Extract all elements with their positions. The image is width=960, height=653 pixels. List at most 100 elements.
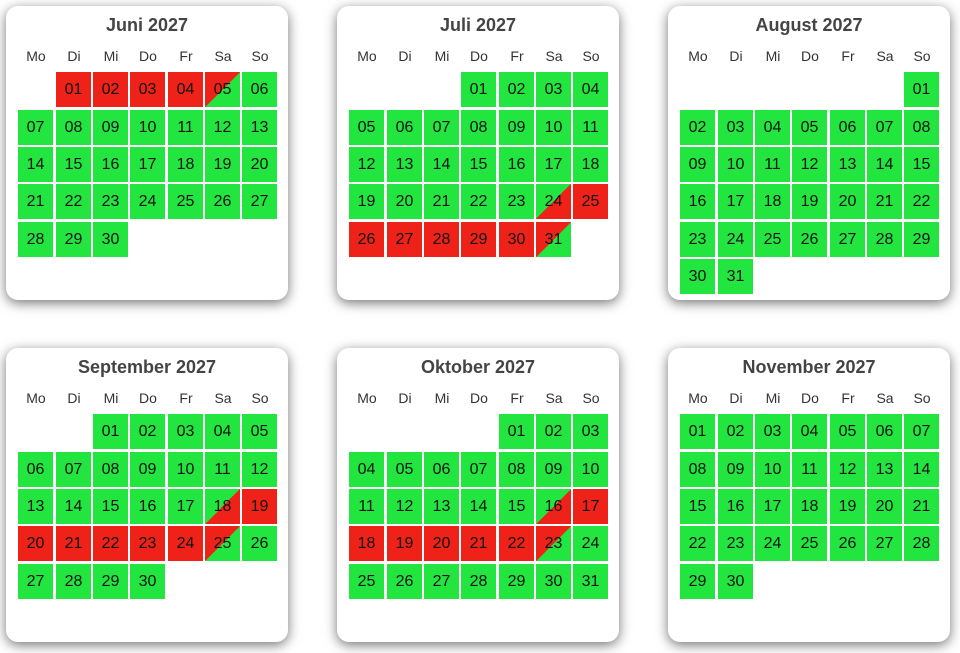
day-cell[interactable]: 06 <box>387 110 422 145</box>
day-cell[interactable]: 18 <box>205 489 240 524</box>
day-cell[interactable]: 02 <box>93 72 128 107</box>
day-cell[interactable]: 30 <box>499 222 534 257</box>
day-cell[interactable]: 15 <box>93 489 128 524</box>
day-cell[interactable]: 05 <box>205 72 240 107</box>
day-cell[interactable]: 17 <box>536 147 571 182</box>
day-cell[interactable]: 20 <box>242 147 277 182</box>
day-cell[interactable]: 21 <box>904 489 939 524</box>
day-cell[interactable]: 12 <box>205 110 240 145</box>
day-cell[interactable]: 05 <box>387 452 422 487</box>
day-cell[interactable]: 10 <box>718 147 753 182</box>
day-cell[interactable]: 01 <box>56 72 91 107</box>
day-cell[interactable]: 21 <box>461 526 496 561</box>
day-cell[interactable]: 09 <box>130 452 165 487</box>
day-cell[interactable]: 16 <box>536 489 571 524</box>
day-cell[interactable]: 14 <box>461 489 496 524</box>
day-cell[interactable]: 29 <box>499 564 534 599</box>
day-cell[interactable]: 19 <box>349 184 384 219</box>
day-cell[interactable]: 26 <box>349 222 384 257</box>
day-cell[interactable]: 10 <box>755 452 790 487</box>
day-cell[interactable]: 02 <box>536 414 571 449</box>
day-cell[interactable]: 03 <box>536 72 571 107</box>
day-cell[interactable]: 28 <box>461 564 496 599</box>
day-cell[interactable]: 20 <box>18 526 53 561</box>
day-cell[interactable]: 01 <box>499 414 534 449</box>
day-cell[interactable]: 05 <box>830 414 865 449</box>
day-cell[interactable]: 21 <box>867 184 902 219</box>
day-cell[interactable]: 08 <box>904 110 939 145</box>
day-cell[interactable]: 11 <box>349 489 384 524</box>
day-cell[interactable]: 26 <box>242 526 277 561</box>
day-cell[interactable]: 28 <box>904 526 939 561</box>
day-cell[interactable]: 05 <box>349 110 384 145</box>
day-cell[interactable]: 22 <box>680 526 715 561</box>
day-cell[interactable]: 06 <box>242 72 277 107</box>
day-cell[interactable]: 01 <box>93 414 128 449</box>
day-cell[interactable]: 16 <box>93 147 128 182</box>
day-cell[interactable]: 25 <box>349 564 384 599</box>
day-cell[interactable]: 16 <box>130 489 165 524</box>
day-cell[interactable]: 09 <box>718 452 753 487</box>
day-cell[interactable]: 25 <box>755 222 790 257</box>
day-cell[interactable]: 31 <box>573 564 608 599</box>
day-cell[interactable]: 13 <box>867 452 902 487</box>
day-cell[interactable]: 24 <box>718 222 753 257</box>
day-cell[interactable]: 14 <box>904 452 939 487</box>
day-cell[interactable]: 26 <box>792 222 827 257</box>
day-cell[interactable]: 16 <box>680 184 715 219</box>
day-cell[interactable]: 01 <box>904 72 939 107</box>
day-cell[interactable]: 09 <box>499 110 534 145</box>
day-cell[interactable]: 28 <box>424 222 459 257</box>
day-cell[interactable]: 07 <box>56 452 91 487</box>
day-cell[interactable]: 24 <box>168 526 203 561</box>
day-cell[interactable]: 22 <box>93 526 128 561</box>
day-cell[interactable]: 23 <box>499 184 534 219</box>
day-cell[interactable]: 20 <box>830 184 865 219</box>
day-cell[interactable]: 10 <box>168 452 203 487</box>
day-cell[interactable]: 02 <box>718 414 753 449</box>
day-cell[interactable]: 13 <box>387 147 422 182</box>
day-cell[interactable]: 12 <box>830 452 865 487</box>
day-cell[interactable]: 08 <box>680 452 715 487</box>
day-cell[interactable]: 27 <box>867 526 902 561</box>
day-cell[interactable]: 31 <box>718 259 753 294</box>
day-cell[interactable]: 12 <box>792 147 827 182</box>
day-cell[interactable]: 28 <box>18 222 53 257</box>
day-cell[interactable]: 15 <box>680 489 715 524</box>
day-cell[interactable]: 24 <box>755 526 790 561</box>
day-cell[interactable]: 08 <box>56 110 91 145</box>
day-cell[interactable]: 23 <box>93 184 128 219</box>
day-cell[interactable]: 03 <box>168 414 203 449</box>
day-cell[interactable]: 21 <box>56 526 91 561</box>
day-cell[interactable]: 29 <box>56 222 91 257</box>
day-cell[interactable]: 04 <box>573 72 608 107</box>
day-cell[interactable]: 13 <box>18 489 53 524</box>
day-cell[interactable]: 11 <box>755 147 790 182</box>
day-cell[interactable]: 25 <box>168 184 203 219</box>
day-cell[interactable]: 27 <box>242 184 277 219</box>
day-cell[interactable]: 25 <box>205 526 240 561</box>
day-cell[interactable]: 23 <box>680 222 715 257</box>
day-cell[interactable]: 06 <box>424 452 459 487</box>
day-cell[interactable]: 26 <box>205 184 240 219</box>
day-cell[interactable]: 04 <box>755 110 790 145</box>
day-cell[interactable]: 11 <box>168 110 203 145</box>
day-cell[interactable]: 29 <box>904 222 939 257</box>
day-cell[interactable]: 27 <box>18 564 53 599</box>
day-cell[interactable]: 22 <box>904 184 939 219</box>
day-cell[interactable]: 31 <box>536 222 571 257</box>
day-cell[interactable]: 02 <box>680 110 715 145</box>
day-cell[interactable]: 07 <box>18 110 53 145</box>
day-cell[interactable]: 24 <box>536 184 571 219</box>
day-cell[interactable]: 11 <box>792 452 827 487</box>
day-cell[interactable]: 08 <box>93 452 128 487</box>
day-cell[interactable]: 09 <box>536 452 571 487</box>
day-cell[interactable]: 23 <box>130 526 165 561</box>
day-cell[interactable]: 22 <box>56 184 91 219</box>
day-cell[interactable]: 15 <box>461 147 496 182</box>
day-cell[interactable]: 08 <box>461 110 496 145</box>
day-cell[interactable]: 03 <box>718 110 753 145</box>
day-cell[interactable]: 13 <box>830 147 865 182</box>
day-cell[interactable]: 17 <box>168 489 203 524</box>
day-cell[interactable]: 05 <box>242 414 277 449</box>
